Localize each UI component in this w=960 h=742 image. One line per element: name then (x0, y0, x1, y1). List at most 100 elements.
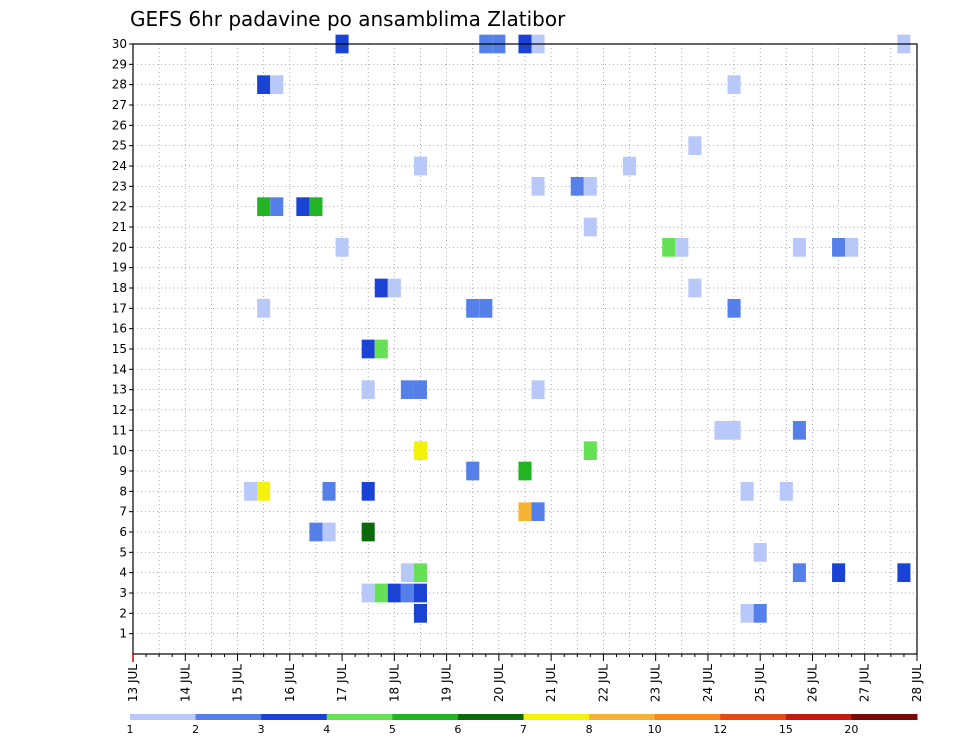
colorbar-swatch (195, 714, 262, 720)
x-tick-label: 23 JUL (649, 664, 663, 702)
y-tick-label: 22 (112, 200, 127, 214)
data-cell (374, 339, 388, 359)
data-cell (479, 298, 493, 318)
colorbar-label: 15 (779, 723, 793, 736)
data-cell (753, 603, 767, 623)
data-cell (753, 542, 767, 562)
data-cell (400, 563, 414, 583)
data-cell (387, 278, 401, 298)
data-cell (779, 481, 793, 501)
y-tick-label: 2 (119, 606, 127, 620)
y-tick-label: 13 (112, 383, 127, 397)
data-cell (466, 298, 480, 318)
y-tick-label: 4 (119, 566, 127, 580)
data-cell (845, 237, 859, 257)
data-cell (583, 441, 597, 461)
colorbar-label: 12 (713, 723, 727, 736)
data-cell (727, 75, 741, 95)
x-tick-label: 15 JUL (231, 664, 245, 702)
data-cell (400, 583, 414, 603)
y-tick-label: 30 (112, 37, 127, 51)
x-tick-label: 16 JUL (283, 664, 297, 702)
data-cell (257, 481, 271, 501)
data-cell (583, 176, 597, 196)
data-cell (583, 217, 597, 237)
y-tick-label: 6 (119, 525, 127, 539)
data-cell (361, 339, 375, 359)
colorbar-swatch (392, 714, 459, 720)
x-tick-label: 14 JUL (178, 664, 192, 702)
data-cell (531, 380, 545, 400)
data-cell (792, 563, 806, 583)
y-tick-label: 11 (112, 423, 127, 437)
y-tick-label: 8 (119, 484, 127, 498)
data-cell (270, 197, 284, 217)
data-cell (570, 176, 584, 196)
data-cell (257, 197, 271, 217)
y-tick-label: 18 (112, 281, 127, 295)
colorbar-swatch (720, 714, 787, 720)
data-cell (322, 522, 336, 542)
data-cell (792, 237, 806, 257)
data-cell (832, 237, 846, 257)
colorbar-label: 1 (127, 723, 134, 736)
data-cell (361, 380, 375, 400)
data-cell (740, 481, 754, 501)
colorbar: 1 2 3 4 5 6 7 8 10 12 15 20 (127, 714, 918, 736)
data-cell (322, 481, 336, 501)
colorbar-label: 3 (258, 723, 265, 736)
x-tick-label: 26 JUL (805, 664, 819, 702)
data-cell (727, 298, 741, 318)
data-cell (244, 481, 258, 501)
x-axis: 13 JUL 14 JUL 15 JUL 16 JUL 17 JUL 18 JUL 19 J… (126, 654, 924, 702)
y-tick-label: 15 (112, 342, 127, 356)
grid (132, 43, 918, 654)
y-axis: 1234567891011121314151617181920212223242… (112, 37, 133, 641)
data-cell (727, 420, 741, 440)
data-cell (531, 502, 545, 522)
data-cell (257, 75, 271, 95)
colorbar-label: 7 (520, 723, 527, 736)
data-cell (387, 583, 401, 603)
x-tick-label: 20 JUL (492, 664, 506, 702)
data-cell (531, 176, 545, 196)
y-tick-label: 5 (119, 545, 127, 559)
data-cell (374, 278, 388, 298)
data-cell (466, 461, 480, 481)
y-tick-label: 10 (112, 444, 127, 458)
data-cell (309, 522, 323, 542)
data-cell (361, 583, 375, 603)
y-tick-label: 9 (119, 464, 127, 478)
y-tick-label: 23 (112, 179, 127, 193)
x-tick-label: 27 JUL (858, 664, 872, 702)
y-tick-label: 26 (112, 118, 127, 132)
y-tick-label: 3 (119, 586, 127, 600)
colorbar-swatch (326, 714, 393, 720)
y-tick-label: 20 (112, 240, 127, 254)
colorbar-label: 4 (323, 723, 330, 736)
data-cell (413, 156, 427, 176)
x-tick-label: 22 JUL (596, 664, 610, 702)
colorbar-swatch (523, 714, 590, 720)
y-tick-label: 29 (112, 57, 127, 71)
colorbar-label: 2 (192, 723, 199, 736)
y-tick-label: 17 (112, 301, 127, 315)
chart-title: GEFS 6hr padavine po ansamblima Zlatibor (130, 7, 566, 31)
data-cell (413, 563, 427, 583)
x-tick-label: 19 JUL (440, 664, 454, 702)
data-cell (675, 237, 689, 257)
data-cell (413, 441, 427, 461)
y-tick-label: 1 (119, 627, 127, 641)
data-cell (714, 420, 728, 440)
y-tick-label: 12 (112, 403, 127, 417)
x-tick-label: 28 JUL (910, 664, 924, 702)
data-cell (688, 136, 702, 156)
y-tick-label: 21 (112, 220, 127, 234)
data-cell (361, 481, 375, 501)
colorbar-label: 5 (389, 723, 396, 736)
y-tick-label: 27 (112, 98, 127, 112)
data-cell (257, 298, 271, 318)
y-tick-label: 7 (119, 505, 127, 519)
data-cell (740, 603, 754, 623)
data-cell (296, 197, 310, 217)
